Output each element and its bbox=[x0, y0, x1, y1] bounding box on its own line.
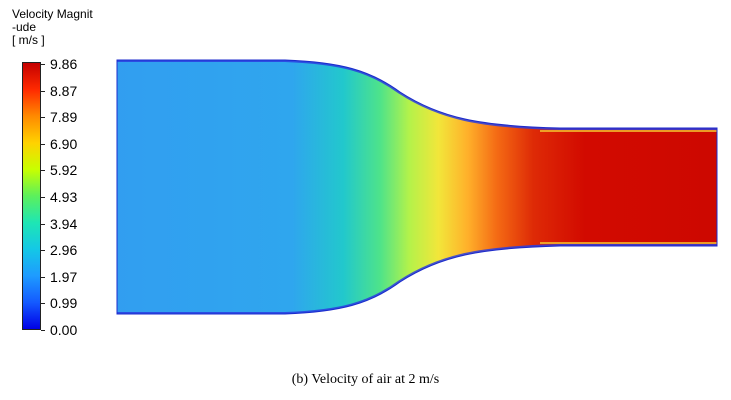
legend-title-line1: Velocity Magnit bbox=[12, 7, 93, 21]
colorbar-tick-mark bbox=[41, 170, 45, 172]
colorbar-tick-mark bbox=[41, 223, 45, 225]
legend-title-line2: -ude bbox=[12, 20, 37, 34]
figure-caption: (b) Velocity of air at 2 m/s bbox=[291, 372, 440, 387]
colorbar-tick-mark bbox=[41, 117, 45, 119]
colorbar-tick-label: 0.00 bbox=[50, 322, 78, 338]
colorbar-tick-mark bbox=[41, 64, 45, 65]
colorbar-tick-mark bbox=[41, 303, 45, 305]
colorbar-tick-mark bbox=[41, 250, 45, 252]
velocity-gradient bbox=[117, 60, 717, 314]
colorbar-tick-mark bbox=[41, 330, 45, 331]
colorbar-tick-label: 2.96 bbox=[50, 242, 78, 259]
legend-title: Velocity Magnit -ude [ m/s ] bbox=[12, 8, 93, 47]
colorbar-tick-label: 3.94 bbox=[50, 215, 78, 232]
colorbar-tick-label: 0.99 bbox=[50, 295, 78, 312]
nozzle-body bbox=[117, 60, 717, 314]
colorbar-tick-label: 5.92 bbox=[50, 162, 78, 179]
colorbar-tick-mark bbox=[41, 90, 45, 92]
colorbar-tick-mark bbox=[41, 197, 45, 198]
colorbar-tick-label: 4.93 bbox=[50, 189, 78, 205]
colorbar-tick-mark bbox=[41, 276, 45, 278]
colorbar-tick-label: 1.97 bbox=[50, 268, 78, 285]
colorbar-tick-label: 9.86 bbox=[50, 56, 78, 72]
legend-unit: [ m/s ] bbox=[12, 33, 45, 47]
velocity-colorbar bbox=[22, 62, 41, 330]
colorbar-tick-mark bbox=[41, 143, 45, 145]
colorbar-tick-label: 7.89 bbox=[50, 109, 78, 126]
colorbar-tick-label: 8.87 bbox=[50, 82, 78, 99]
colorbar-tick-label: 6.90 bbox=[50, 135, 78, 152]
nozzle-outline bbox=[116, 59, 718, 315]
